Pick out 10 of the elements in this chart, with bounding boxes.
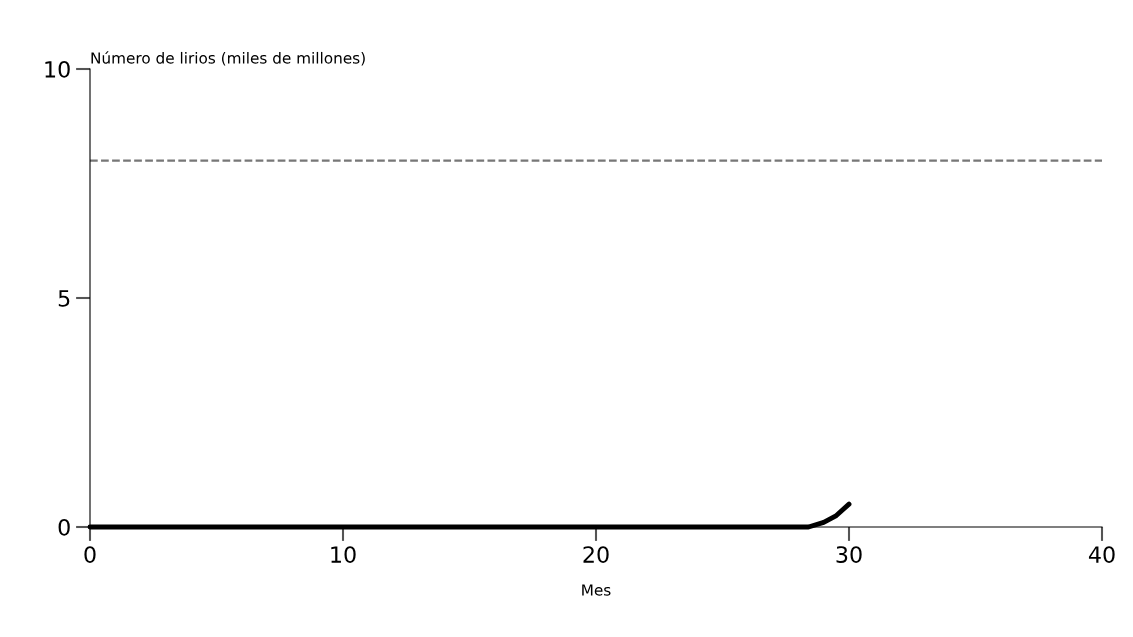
x-tick-label: 20 — [583, 546, 609, 563]
x-tick-label: 40 — [1088, 546, 1115, 563]
x-tick-label: 10 — [331, 546, 356, 563]
y-tick-label: 10 — [45, 60, 70, 78]
y-axis-title: Número de lirios (miles de millones) — [91, 51, 365, 66]
x-axis-title: Mes — [582, 584, 611, 596]
y-tick-label: 0 — [58, 518, 70, 536]
x-tick-label: 30 — [836, 546, 862, 563]
y-tick-label: 5 — [58, 290, 70, 307]
x-tick-label: 0 — [84, 546, 96, 563]
